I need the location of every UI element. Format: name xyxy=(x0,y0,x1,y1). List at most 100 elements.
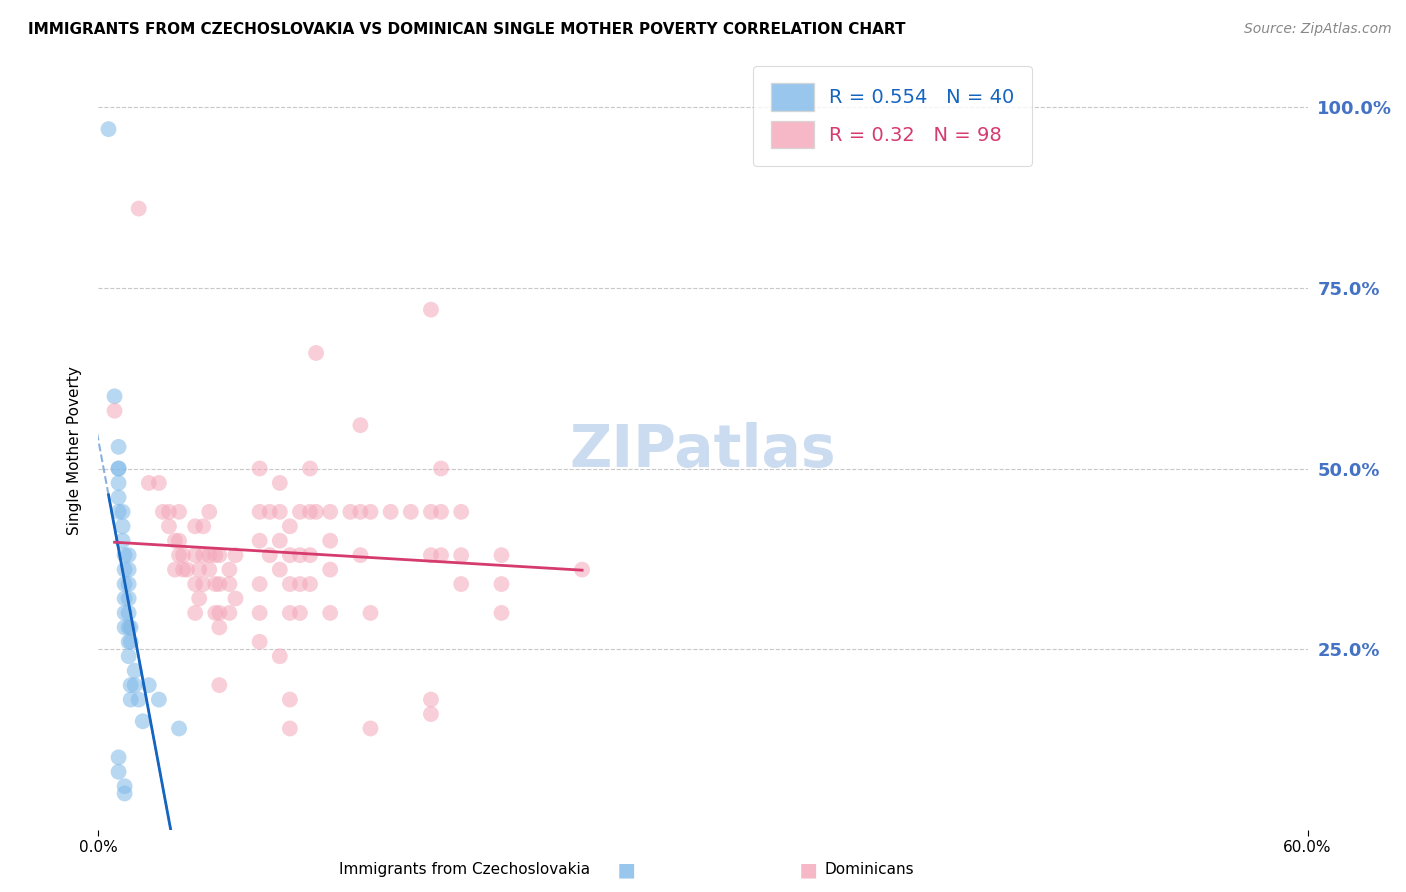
Point xyxy=(305,505,328,519)
Text: ■: ■ xyxy=(605,860,636,880)
Point xyxy=(249,505,271,519)
Point xyxy=(172,563,194,577)
Point xyxy=(450,548,472,562)
Point xyxy=(184,519,207,533)
Point xyxy=(420,706,443,721)
Point xyxy=(208,620,231,634)
Point xyxy=(198,563,221,577)
Point xyxy=(278,606,301,620)
Point xyxy=(288,548,311,562)
Point xyxy=(157,505,180,519)
Point xyxy=(288,505,311,519)
Point xyxy=(204,606,226,620)
Point xyxy=(349,505,371,519)
Point xyxy=(97,122,120,136)
Y-axis label: Single Mother Poverty: Single Mother Poverty xyxy=(67,366,83,535)
Point xyxy=(124,678,146,692)
Point xyxy=(319,606,342,620)
Point xyxy=(107,440,129,454)
Point xyxy=(120,678,142,692)
Text: Source: ZipAtlas.com: Source: ZipAtlas.com xyxy=(1244,22,1392,37)
Point xyxy=(193,519,215,533)
Point xyxy=(128,692,150,706)
Point xyxy=(188,591,211,606)
Point xyxy=(114,577,136,591)
Point xyxy=(114,779,136,793)
Text: ZIPatlas: ZIPatlas xyxy=(569,422,837,479)
Point xyxy=(188,563,211,577)
Point xyxy=(118,577,141,591)
Point xyxy=(430,461,453,475)
Point xyxy=(167,533,190,548)
Point xyxy=(107,505,129,519)
Point xyxy=(360,722,382,736)
Point xyxy=(167,505,190,519)
Point xyxy=(299,548,322,562)
Point xyxy=(319,563,342,577)
Point xyxy=(224,591,246,606)
Point xyxy=(132,714,155,729)
Point xyxy=(208,548,231,562)
Point xyxy=(491,606,513,620)
Point xyxy=(138,475,160,490)
Point xyxy=(349,548,371,562)
Point xyxy=(349,418,371,433)
Legend: R = 0.554   N = 40, R = 0.32   N = 98: R = 0.554 N = 40, R = 0.32 N = 98 xyxy=(754,66,1032,166)
Point xyxy=(218,606,240,620)
Point xyxy=(118,563,141,577)
Point xyxy=(167,722,190,736)
Point xyxy=(249,606,271,620)
Point xyxy=(107,764,129,779)
Point xyxy=(224,548,246,562)
Point xyxy=(299,577,322,591)
Point xyxy=(128,202,150,216)
Point xyxy=(152,505,174,519)
Point xyxy=(114,591,136,606)
Point xyxy=(193,548,215,562)
Point xyxy=(148,692,170,706)
Point xyxy=(111,505,134,519)
Text: ■: ■ xyxy=(787,860,818,880)
Point xyxy=(193,577,215,591)
Point xyxy=(120,692,142,706)
Point xyxy=(163,563,186,577)
Point xyxy=(120,635,142,649)
Point xyxy=(249,577,271,591)
Point xyxy=(299,461,322,475)
Point xyxy=(111,519,134,533)
Point xyxy=(204,577,226,591)
Point xyxy=(103,389,125,403)
Point xyxy=(430,548,453,562)
Point xyxy=(269,533,291,548)
Point xyxy=(399,505,422,519)
Point xyxy=(107,461,129,475)
Point xyxy=(249,635,271,649)
Point xyxy=(184,606,207,620)
Text: IMMIGRANTS FROM CZECHOSLOVAKIA VS DOMINICAN SINGLE MOTHER POVERTY CORRELATION CH: IMMIGRANTS FROM CZECHOSLOVAKIA VS DOMINI… xyxy=(28,22,905,37)
Point xyxy=(103,403,125,417)
Point xyxy=(208,606,231,620)
Point xyxy=(420,548,443,562)
Point xyxy=(107,491,129,505)
Point xyxy=(360,606,382,620)
Point xyxy=(114,787,136,801)
Text: Dominicans: Dominicans xyxy=(824,863,914,877)
Point xyxy=(259,505,281,519)
Point xyxy=(380,505,402,519)
Point xyxy=(204,548,226,562)
Text: Immigrants from Czechoslovakia: Immigrants from Czechoslovakia xyxy=(339,863,591,877)
Point xyxy=(430,505,453,519)
Point xyxy=(269,649,291,664)
Point xyxy=(138,678,160,692)
Point xyxy=(450,505,472,519)
Point xyxy=(198,505,221,519)
Point xyxy=(118,591,141,606)
Point xyxy=(319,505,342,519)
Point xyxy=(208,678,231,692)
Point xyxy=(420,692,443,706)
Point xyxy=(269,563,291,577)
Point xyxy=(184,548,207,562)
Point xyxy=(319,533,342,548)
Point xyxy=(118,635,141,649)
Point xyxy=(278,692,301,706)
